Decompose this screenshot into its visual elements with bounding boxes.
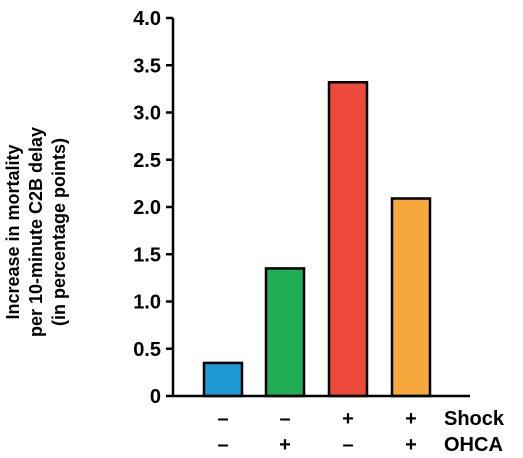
factor-sign: + bbox=[405, 434, 417, 456]
y-axis-label-line-3: (in percentage points) bbox=[49, 138, 69, 326]
y-tick-label: 3.5 bbox=[133, 55, 161, 77]
factor-sign: – bbox=[342, 434, 353, 456]
factor-sign: + bbox=[279, 434, 291, 456]
y-tick-label: 2.0 bbox=[133, 197, 161, 219]
y-tick-label: 0 bbox=[150, 386, 161, 408]
factor-sign: – bbox=[217, 408, 228, 430]
y-axis-label: Increase in mortality per 10-minute C2B … bbox=[3, 127, 69, 337]
factor-rows: – – + + Shock – + – + OHCA bbox=[217, 408, 504, 456]
factor-name-shock: Shock bbox=[444, 408, 505, 430]
factor-sign: – bbox=[217, 434, 228, 456]
y-axis-label-line-2: per 10-minute C2B delay bbox=[26, 127, 46, 337]
y-tick-label: 1.0 bbox=[133, 292, 161, 314]
factor-sign: + bbox=[405, 408, 417, 430]
y-tick-label: 1.5 bbox=[133, 244, 161, 266]
y-tick-label: 0.5 bbox=[133, 339, 161, 361]
y-tick-label: 2.5 bbox=[133, 150, 161, 172]
factor-sign: – bbox=[279, 408, 290, 430]
y-axis-ticks: 0 0.5 1.0 1.5 2.0 2.5 3.0 3.5 4.0 bbox=[133, 8, 173, 408]
y-axis-label-line-1: Increase in mortality bbox=[3, 144, 23, 319]
bars bbox=[202, 81, 432, 398]
y-tick-label: 4.0 bbox=[133, 8, 161, 30]
bar-2 bbox=[264, 267, 306, 398]
y-tick-label: 3.0 bbox=[133, 103, 161, 125]
factor-name-ohca: OHCA bbox=[444, 434, 503, 456]
bar-1 bbox=[202, 361, 244, 398]
factor-sign: + bbox=[342, 408, 354, 430]
bar-4 bbox=[390, 197, 432, 398]
bar-3 bbox=[327, 81, 369, 398]
